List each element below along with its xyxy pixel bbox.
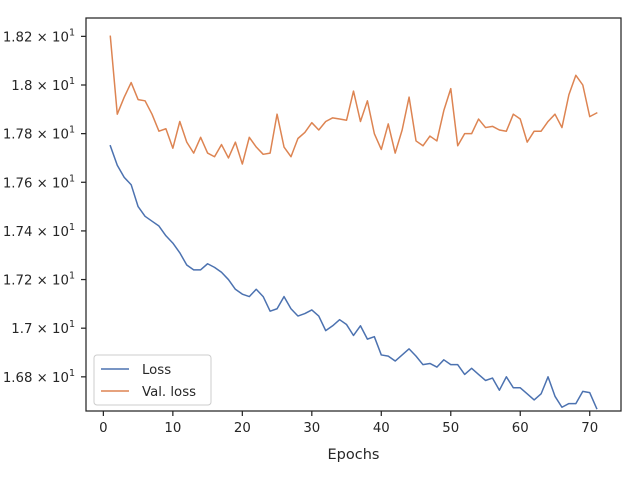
y-tick-multiplier: × 10 bbox=[32, 274, 69, 289]
legend-label-val-loss: Val. loss bbox=[142, 385, 196, 400]
y-tick-mantissa: 1.8 bbox=[11, 79, 32, 94]
legend-box bbox=[93, 354, 212, 406]
y-tick-mantissa: 1.68 bbox=[3, 371, 33, 386]
y-tick-multiplier: × 10 bbox=[32, 371, 69, 386]
series-line-loss bbox=[109, 144, 598, 410]
y-tick-label: 1.82 × 101 bbox=[3, 27, 75, 45]
x-tick-label: 60 bbox=[512, 421, 529, 436]
y-tick-multiplier: × 10 bbox=[32, 225, 69, 240]
y-tick-multiplier: × 10 bbox=[32, 79, 69, 94]
y-tick-exponent: 1 bbox=[69, 222, 75, 233]
y-tick-label: 1.78 × 101 bbox=[3, 125, 75, 143]
y-tick-multiplier: × 10 bbox=[32, 322, 69, 337]
y-tick-mantissa: 1.82 bbox=[3, 30, 33, 45]
y-tick-mantissa: 1.78 bbox=[3, 128, 33, 143]
y-tick-mantissa: 1.76 bbox=[3, 176, 33, 191]
y-tick-exponent: 1 bbox=[69, 76, 75, 87]
y-tick-exponent: 1 bbox=[69, 271, 75, 282]
y-tick-multiplier: × 10 bbox=[32, 128, 69, 143]
series-layer bbox=[109, 35, 598, 410]
y-tick-mantissa: 1.72 bbox=[3, 274, 33, 289]
plot-background bbox=[86, 18, 621, 411]
x-tick-label: 50 bbox=[442, 421, 459, 436]
y-tick-mantissa: 1.74 bbox=[3, 225, 33, 240]
y-tick-label: 1.7 × 101 bbox=[11, 319, 75, 337]
y-tick-multiplier: × 10 bbox=[32, 30, 69, 45]
legend: Loss Val. loss bbox=[93, 354, 212, 406]
x-tick-label: 0 bbox=[99, 421, 107, 436]
y-tick-label: 1.72 × 101 bbox=[3, 271, 75, 289]
y-tick-exponent: 1 bbox=[69, 368, 75, 379]
plot-frame bbox=[85, 17, 622, 412]
x-tick-label: 20 bbox=[234, 421, 251, 436]
y-tick-exponent: 1 bbox=[69, 27, 75, 38]
x-tick-label: 70 bbox=[581, 421, 598, 436]
x-tick-label: 30 bbox=[303, 421, 320, 436]
y-tick-exponent: 1 bbox=[69, 173, 75, 184]
y-tick-label: 1.8 × 101 bbox=[11, 76, 75, 94]
legend-label-loss: Loss bbox=[142, 363, 171, 378]
y-tick-exponent: 1 bbox=[69, 125, 75, 136]
x-tick-label: 40 bbox=[373, 421, 390, 436]
x-tick-label: 10 bbox=[164, 421, 181, 436]
x-axis-label: Epochs bbox=[328, 447, 380, 463]
series-line-val-loss bbox=[109, 35, 598, 165]
y-tick-label: 1.76 × 101 bbox=[3, 173, 75, 191]
y-tick-exponent: 1 bbox=[69, 319, 75, 330]
y-tick-label: 1.74 × 101 bbox=[3, 222, 75, 240]
y-tick-mantissa: 1.7 bbox=[11, 322, 32, 337]
y-tick-multiplier: × 10 bbox=[32, 176, 69, 191]
y-tick-label: 1.68 × 101 bbox=[3, 368, 75, 386]
x-axis: 0 10 20 30 40 50 60 70 bbox=[99, 411, 598, 436]
